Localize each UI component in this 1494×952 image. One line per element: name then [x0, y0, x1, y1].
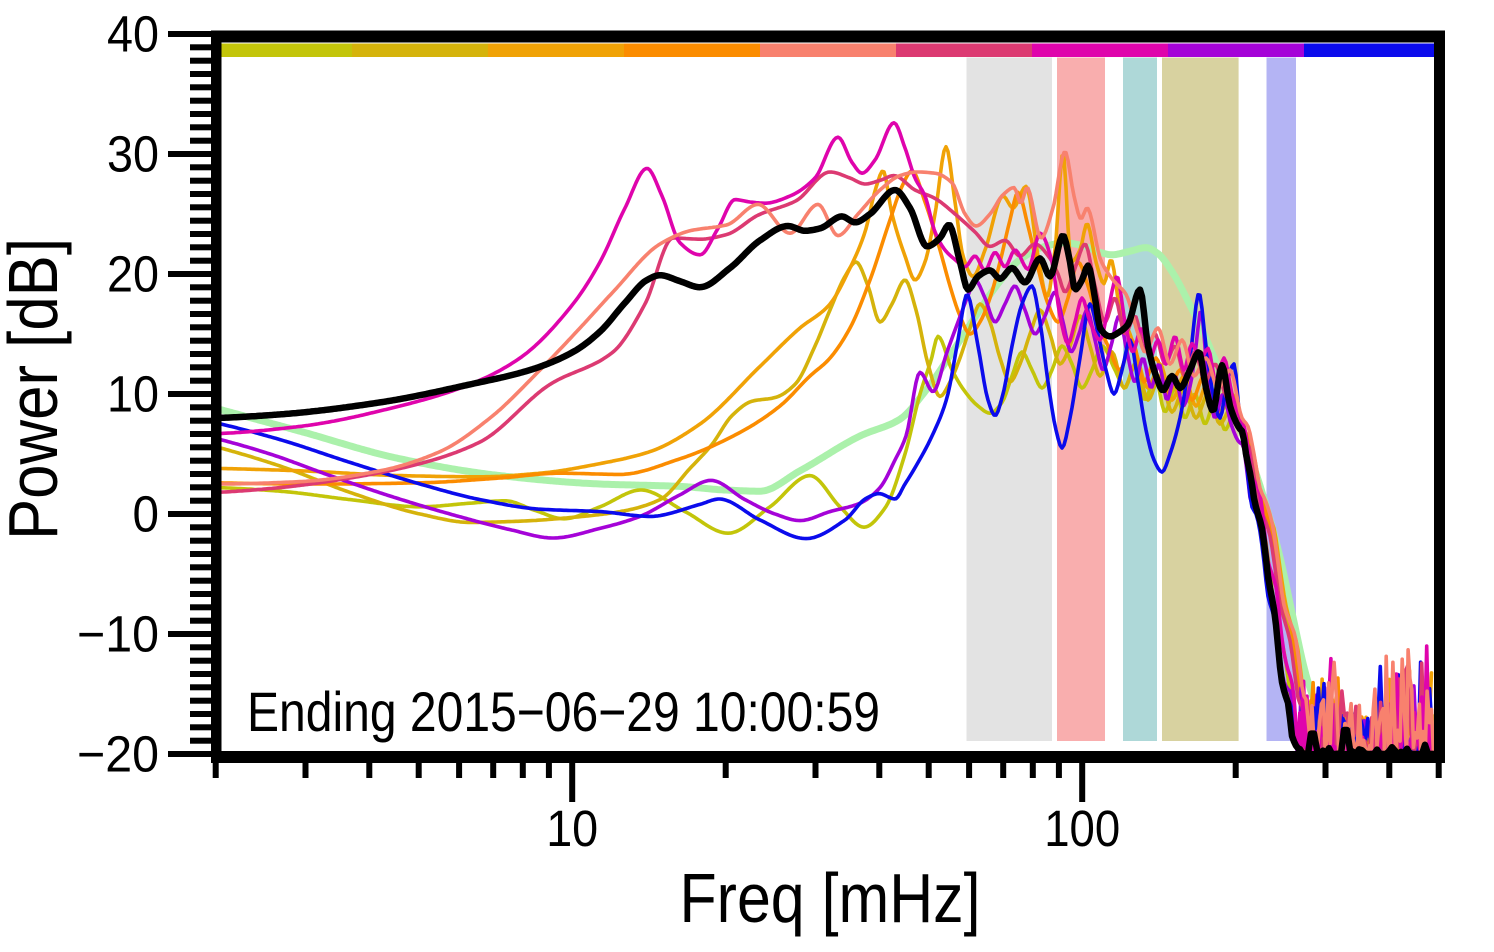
- svg-text:20: 20: [107, 246, 159, 303]
- svg-text:100: 100: [1044, 800, 1120, 857]
- svg-text:−20: −20: [77, 726, 159, 783]
- svg-text:0: 0: [133, 486, 160, 543]
- svg-text:10: 10: [107, 366, 159, 423]
- svg-text:Freq [mHz]: Freq [mHz]: [680, 859, 981, 937]
- svg-text:−10: −10: [77, 606, 159, 663]
- svg-text:30: 30: [107, 126, 159, 183]
- svg-text:Power [dB]: Power [dB]: [0, 238, 72, 540]
- svg-text:10: 10: [546, 800, 598, 857]
- svg-text:40: 40: [107, 6, 159, 63]
- svg-text:Ending 2015−06−29 10:00:59: Ending 2015−06−29 10:00:59: [247, 680, 880, 743]
